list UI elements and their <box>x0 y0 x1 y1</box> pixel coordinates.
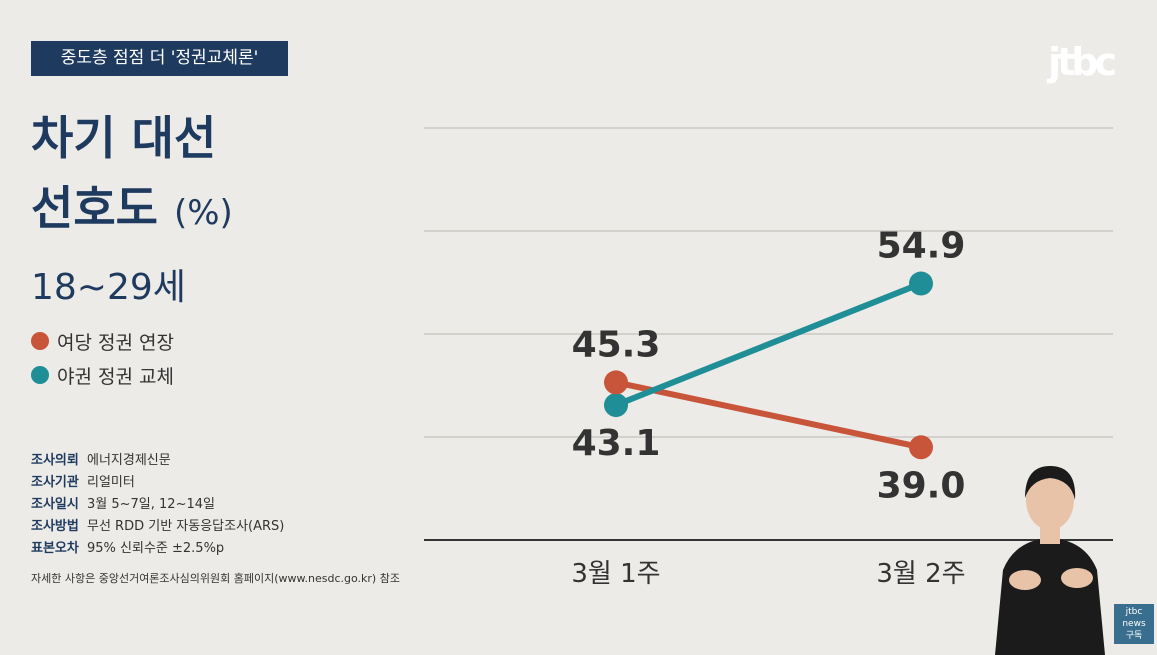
survey-info: 조사의뢰 에너지경제신문 조사기관 리얼미터 조사일시 3월 5~7일, 12~14일… <box>31 450 284 560</box>
subscribe-badge[interactable]: jtbc news 구독 <box>1114 604 1154 644</box>
survey-info-key: 조사의뢰 <box>31 453 79 468</box>
source-note: 자세한 사항은 중앙선거여론조사심의위원회 홈페이지(www.nesdc.go.… <box>31 572 400 585</box>
survey-info-value: 리얼미터 <box>87 475 135 490</box>
sign-language-interpreter <box>995 466 1105 655</box>
series-line-1 <box>614 280 923 408</box>
legend-label-opposition: 야권 정권 교체 <box>57 365 174 388</box>
legend-dot-ruling <box>31 332 49 350</box>
jtbc-logo: jtbc <box>1048 40 1117 84</box>
badge-line1: jtbc <box>1125 607 1143 617</box>
data-label-1-0: 43.1 <box>572 423 661 464</box>
chart-title-line1: 차기 대선 <box>31 111 217 165</box>
survey-info-row: 표본오차 95% 신뢰수준 ±2.5%p <box>31 538 284 560</box>
legend: 여당 정권 연장 야권 정권 교체 <box>31 324 174 392</box>
survey-info-row: 조사방법 무선 RDD 기반 자동응답조사(ARS) <box>31 516 284 538</box>
survey-info-key: 표본오차 <box>31 541 79 556</box>
data-label-0-1: 39.0 <box>877 465 966 506</box>
legend-dot-opposition <box>31 366 49 384</box>
survey-info-value: 에너지경제신문 <box>87 453 171 468</box>
legend-label-ruling: 여당 정권 연장 <box>57 331 174 354</box>
survey-info-value: 95% 신뢰수준 ±2.5%p <box>87 541 225 556</box>
survey-info-value: 3월 5~7일, 12~14일 <box>87 497 215 512</box>
badge-line2: news <box>1122 619 1146 629</box>
x-tick-label: 3월 1주 <box>571 559 660 589</box>
badge-line3: 구독 <box>1125 631 1143 641</box>
data-label-0-0: 45.3 <box>572 324 661 365</box>
series-line-0 <box>615 379 922 451</box>
data-point-1-1 <box>909 271 933 296</box>
survey-info-key: 조사기관 <box>31 475 79 490</box>
survey-info-row: 조사기관 리얼미터 <box>31 472 284 494</box>
topic-tag: 중도층 점점 더 '정권교체론' <box>31 41 288 76</box>
data-point-0-0 <box>604 370 628 395</box>
survey-info-row: 조사의뢰 에너지경제신문 <box>31 450 284 472</box>
x-tick-label: 3월 2주 <box>876 559 965 589</box>
survey-info-key: 조사일시 <box>31 497 79 512</box>
data-point-1-0 <box>604 393 628 418</box>
data-point-0-1 <box>909 435 933 460</box>
legend-item-ruling: 여당 정권 연장 <box>31 324 174 358</box>
chart-title: 차기 대선 선호도 (%) <box>31 103 233 248</box>
chart-title-line2: 선호도 (%) <box>31 173 233 248</box>
survey-info-key: 조사방법 <box>31 519 79 534</box>
chart-unit: (%) <box>173 193 233 233</box>
survey-info-value: 무선 RDD 기반 자동응답조사(ARS) <box>87 519 285 534</box>
legend-item-opposition: 야권 정권 교체 <box>31 358 174 392</box>
survey-info-row: 조사일시 3월 5~7일, 12~14일 <box>31 494 284 516</box>
data-label-1-1: 54.9 <box>877 226 966 267</box>
chart-title-line2-text: 선호도 <box>31 181 158 235</box>
age-group-label: 18~29세 <box>31 267 186 308</box>
